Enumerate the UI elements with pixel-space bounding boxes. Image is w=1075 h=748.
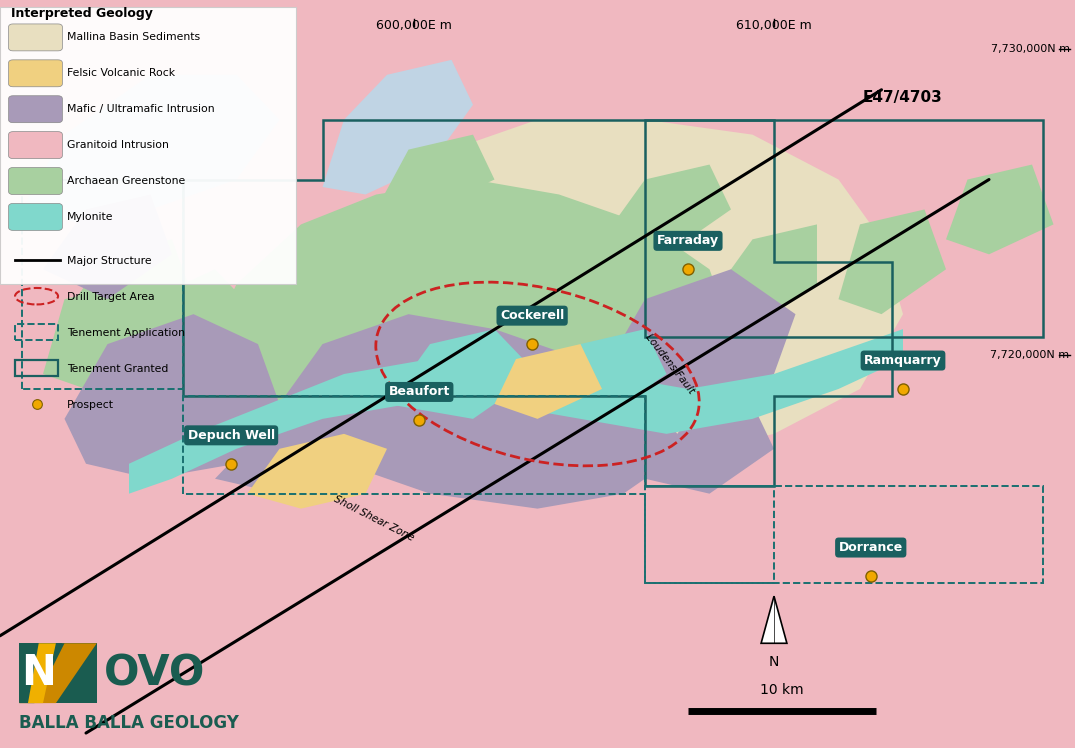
Polygon shape <box>269 314 688 509</box>
Bar <box>19 643 97 703</box>
Text: 600,000E m: 600,000E m <box>376 19 452 31</box>
Text: Interpreted Geology: Interpreted Geology <box>11 7 153 20</box>
Polygon shape <box>710 224 817 329</box>
Polygon shape <box>376 135 495 209</box>
Polygon shape <box>602 165 731 254</box>
FancyBboxPatch shape <box>9 168 62 194</box>
Polygon shape <box>761 596 787 643</box>
Text: Tenement Granted: Tenement Granted <box>67 364 168 374</box>
Text: E47/4703: E47/4703 <box>863 90 943 105</box>
Polygon shape <box>538 329 666 419</box>
Text: Prospect: Prospect <box>67 399 114 410</box>
Polygon shape <box>387 329 538 419</box>
Polygon shape <box>602 269 796 419</box>
Polygon shape <box>946 165 1054 254</box>
Bar <box>15 360 58 376</box>
Text: Beaufort: Beaufort <box>388 385 450 399</box>
Polygon shape <box>215 419 344 494</box>
Text: Sholl Shear Zone: Sholl Shear Zone <box>332 494 416 543</box>
Polygon shape <box>322 60 473 194</box>
Text: Cockerell: Cockerell <box>500 309 564 322</box>
Text: Mafic / Ultramafic Intrusion: Mafic / Ultramafic Intrusion <box>67 104 214 114</box>
Polygon shape <box>838 209 946 314</box>
Polygon shape <box>64 314 280 479</box>
Text: Mallina Basin Sediments: Mallina Basin Sediments <box>67 32 200 43</box>
Text: Loudens Fault: Loudens Fault <box>644 331 697 396</box>
FancyBboxPatch shape <box>9 96 62 123</box>
Text: Major Structure: Major Structure <box>67 256 152 266</box>
Polygon shape <box>64 239 194 337</box>
Bar <box>0 7 296 284</box>
Text: OVO: OVO <box>104 652 205 694</box>
Polygon shape <box>43 194 172 299</box>
Text: Archaean Greenstone: Archaean Greenstone <box>67 176 185 186</box>
Text: BALLA BALLA GEOLOGY: BALLA BALLA GEOLOGY <box>19 714 240 732</box>
Text: 7,720,000N m: 7,720,000N m <box>990 350 1070 361</box>
Text: Ramquarry: Ramquarry <box>864 354 942 367</box>
Text: N: N <box>769 654 779 669</box>
Polygon shape <box>494 344 602 419</box>
Text: N: N <box>22 652 56 694</box>
Text: Drill Target Area: Drill Target Area <box>67 292 155 302</box>
Polygon shape <box>247 434 387 509</box>
Bar <box>15 324 58 340</box>
Polygon shape <box>312 120 903 464</box>
Text: 610,000E m: 610,000E m <box>736 19 812 31</box>
Polygon shape <box>19 643 97 703</box>
Polygon shape <box>194 180 731 434</box>
FancyBboxPatch shape <box>9 203 62 230</box>
FancyBboxPatch shape <box>9 24 62 51</box>
Text: 7,730,000N m: 7,730,000N m <box>991 43 1070 54</box>
Text: Mylonite: Mylonite <box>67 212 113 222</box>
Polygon shape <box>645 404 774 494</box>
Polygon shape <box>28 643 56 703</box>
Polygon shape <box>19 643 64 703</box>
Polygon shape <box>129 269 258 374</box>
Text: Farraday: Farraday <box>657 234 719 248</box>
Text: Felsic Volcanic Rock: Felsic Volcanic Rock <box>67 68 175 79</box>
Text: Granitoid Intrusion: Granitoid Intrusion <box>67 140 169 150</box>
Polygon shape <box>129 329 903 494</box>
Text: 10 km: 10 km <box>760 683 804 697</box>
Text: Depuch Well: Depuch Well <box>187 429 275 442</box>
Polygon shape <box>43 284 150 389</box>
Text: Tenement Application: Tenement Application <box>67 328 185 338</box>
Polygon shape <box>22 75 280 224</box>
FancyBboxPatch shape <box>9 60 62 87</box>
Text: Dorrance: Dorrance <box>838 541 903 554</box>
FancyBboxPatch shape <box>9 132 62 159</box>
